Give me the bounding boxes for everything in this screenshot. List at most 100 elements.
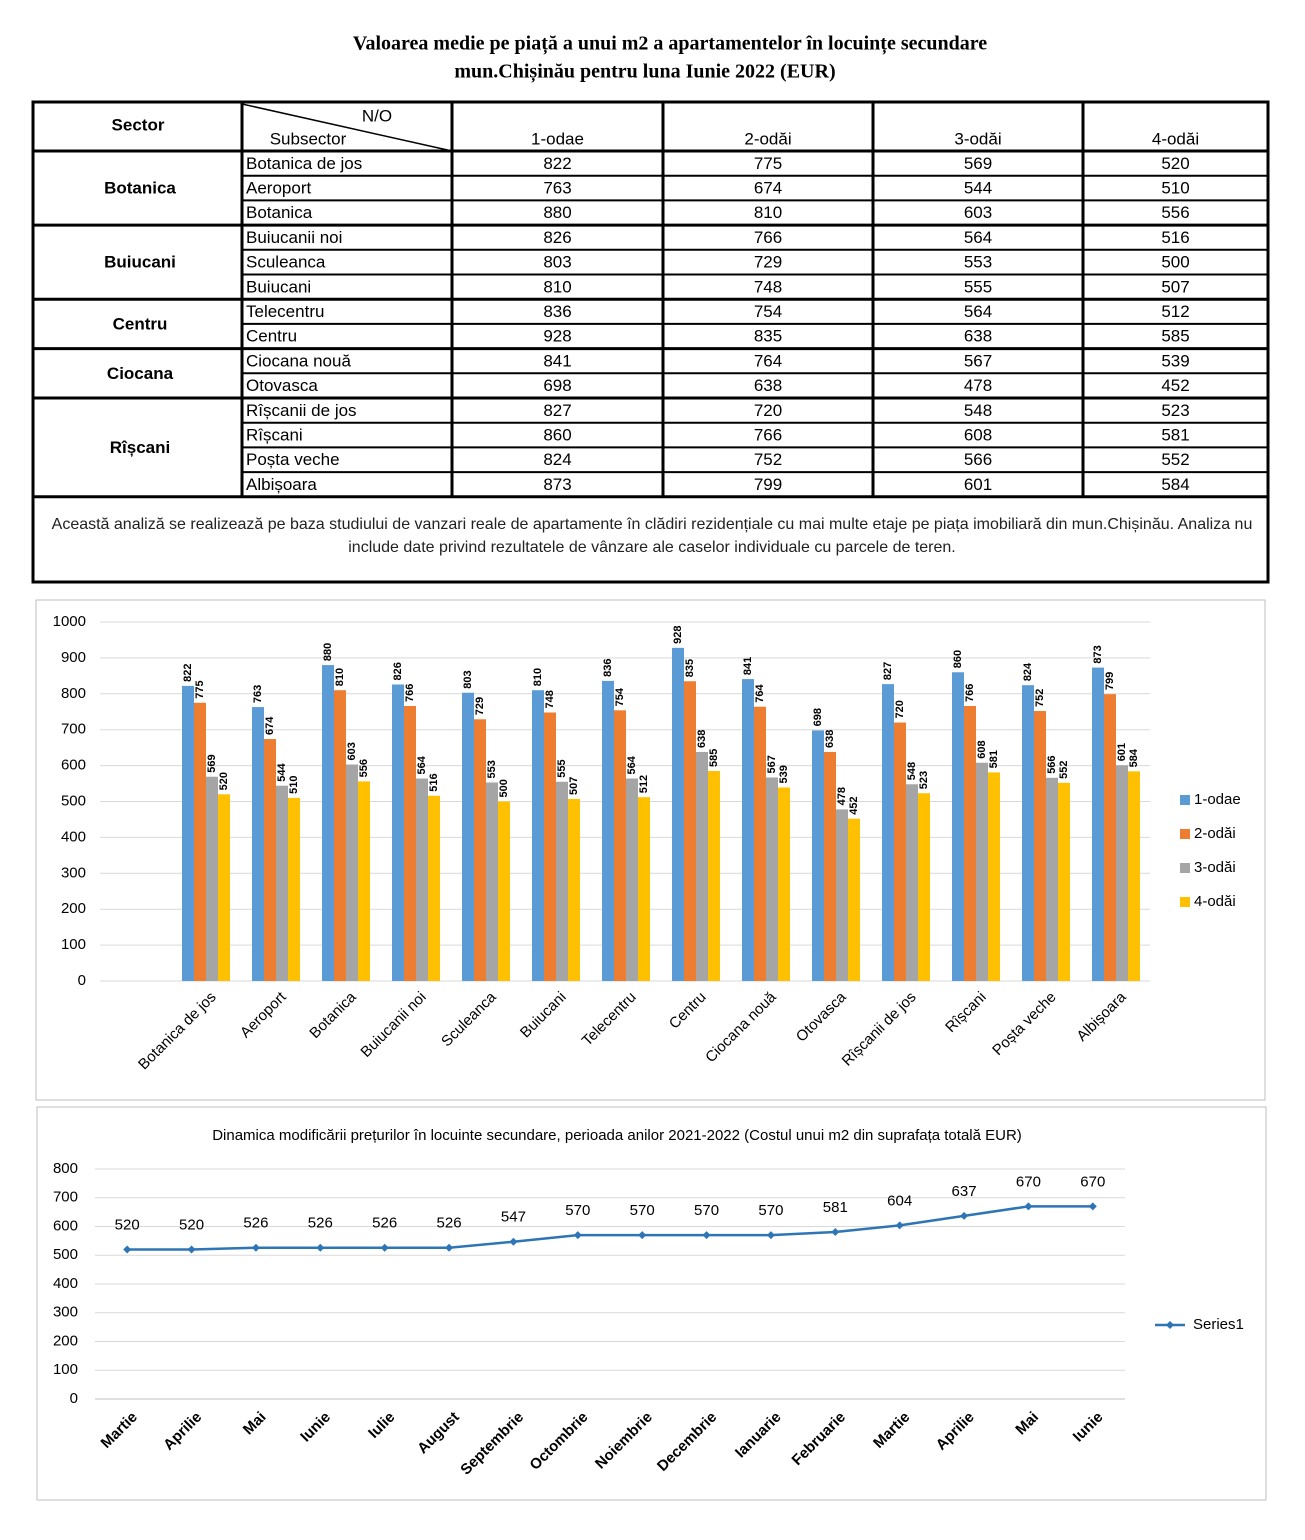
bar-value-label: 799	[1104, 672, 1116, 690]
legend-swatch	[1180, 829, 1190, 839]
bar	[346, 764, 358, 981]
legend-swatch	[1180, 863, 1190, 873]
bar	[1104, 694, 1116, 981]
bar	[218, 794, 230, 981]
point-value-label: 526	[437, 1215, 462, 1232]
bar	[976, 762, 988, 981]
bar	[836, 809, 848, 981]
bar-value-label: 748	[544, 690, 556, 708]
x-tick-label: Iulie	[365, 1409, 398, 1442]
table-value: 548	[964, 401, 992, 420]
table-value: 752	[754, 450, 782, 469]
table-value: 764	[754, 351, 782, 370]
table-value: 860	[543, 426, 571, 445]
subsector: Buiucanii noi	[246, 228, 342, 247]
x-tick-label: Telecentru	[579, 989, 640, 1050]
bar-value-label: 569	[206, 754, 218, 772]
bar	[182, 685, 194, 981]
subsector: Centru	[246, 327, 297, 346]
table-value: 810	[754, 203, 782, 222]
bar	[708, 770, 720, 981]
bar-value-label: 638	[696, 730, 708, 748]
bar	[684, 681, 696, 981]
bar-value-label: 516	[428, 773, 440, 791]
bar	[754, 706, 766, 981]
table-value: 827	[543, 401, 571, 420]
bar-value-label: 507	[568, 777, 580, 795]
bar-value-label: 766	[964, 684, 976, 702]
table-value: 810	[543, 277, 571, 296]
subsector: Rîșcanii de jos	[246, 401, 357, 420]
legend-swatch	[1180, 897, 1190, 907]
bar-value-label: 553	[486, 760, 498, 778]
legend-label: 1-odae	[1194, 791, 1241, 808]
point-value-label: 526	[372, 1215, 397, 1232]
x-tick-label: Martie	[870, 1409, 913, 1452]
bar	[906, 784, 918, 981]
table-value: 478	[964, 376, 992, 395]
table-value: 775	[754, 154, 782, 173]
bar	[568, 798, 580, 981]
bar	[672, 647, 684, 981]
bar	[638, 797, 650, 981]
subsector: Rîșcani	[246, 426, 303, 445]
point	[445, 1243, 454, 1252]
x-tick-label: Poșta veche	[989, 989, 1059, 1059]
table-value: 754	[754, 302, 782, 321]
x-tick-label: Buiucanii noi	[357, 989, 429, 1061]
y-tick-label: 500	[61, 792, 86, 809]
x-tick-label: Iunie	[297, 1409, 334, 1446]
bar	[614, 710, 626, 981]
table-value: 766	[754, 228, 782, 247]
point-value-label: 570	[565, 1202, 590, 1219]
y-tick-label: 0	[78, 972, 86, 989]
bar-value-label: 512	[638, 775, 650, 793]
y-tick-label: 300	[61, 864, 86, 881]
x-tick-label: Noiembrie	[592, 1409, 656, 1473]
table-value: 603	[964, 203, 992, 222]
table-value: 763	[543, 179, 571, 198]
y-tick-label: 600	[61, 757, 86, 774]
bar	[626, 778, 638, 981]
point	[187, 1245, 196, 1254]
bar-value-label: 803	[462, 670, 474, 688]
bar-value-label: 764	[754, 683, 766, 702]
table-value: 841	[543, 351, 571, 370]
x-tick-label: August	[414, 1409, 463, 1458]
bar	[1058, 782, 1070, 981]
point-value-label: 581	[823, 1199, 848, 1216]
bar-value-label: 556	[358, 759, 370, 777]
x-tick-label: Mai	[240, 1409, 270, 1439]
table-value: 799	[754, 475, 782, 494]
bar-value-label: 860	[952, 650, 964, 668]
legend-label: 3-odăi	[1194, 859, 1236, 876]
bar	[474, 719, 486, 981]
x-tick-label: Octombrie	[526, 1409, 591, 1474]
point	[251, 1243, 260, 1252]
bar-value-label: 564	[416, 755, 428, 774]
bar	[1116, 765, 1128, 981]
x-tick-label: Aeroport	[237, 988, 290, 1041]
point	[895, 1221, 904, 1230]
bar	[918, 793, 930, 981]
table-value: 720	[754, 401, 782, 420]
table-value: 601	[964, 475, 992, 494]
subsector: Botanica	[246, 203, 313, 222]
bar	[1034, 711, 1046, 981]
y-tick-label: 600	[53, 1217, 78, 1234]
legend-swatch	[1180, 795, 1190, 805]
bar-value-label: 452	[848, 796, 860, 814]
bar	[812, 730, 824, 981]
bar	[1128, 771, 1140, 981]
table-value: 564	[964, 302, 992, 321]
y-tick-label: 800	[61, 685, 86, 702]
bar	[264, 739, 276, 981]
subsector: Botanica de jos	[246, 154, 362, 173]
bar	[696, 751, 708, 981]
table-value: 512	[1161, 302, 1189, 321]
bar	[894, 722, 906, 981]
header-column: 2-odăi	[744, 129, 791, 148]
bar-value-label: 928	[672, 625, 684, 643]
table-value: 928	[543, 327, 571, 346]
